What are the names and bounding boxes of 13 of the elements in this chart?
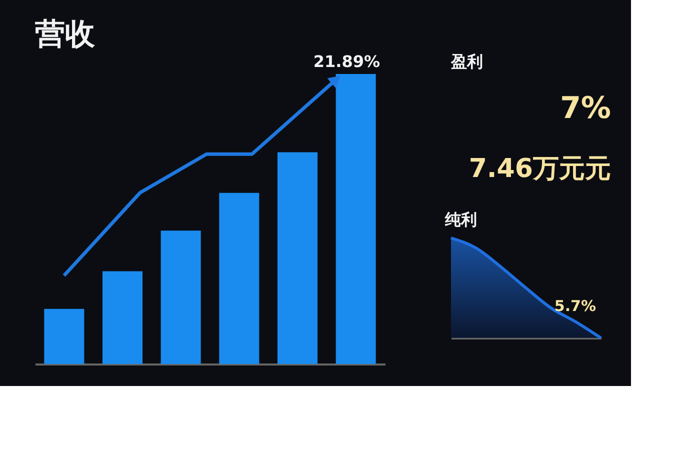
annotation: 5.7% [554,297,596,315]
chart-title: 营收 [35,17,96,52]
bar [102,271,142,364]
text: 7% [560,91,611,126]
bar [44,308,84,364]
bar [219,192,260,364]
text: 7.46万元元 [468,154,611,184]
text: 盈利 [450,52,483,71]
bar [160,230,201,364]
chart-title: 纯利 [444,210,477,229]
bar [336,74,376,364]
bar [278,152,318,364]
text: 21.89% [313,52,380,71]
